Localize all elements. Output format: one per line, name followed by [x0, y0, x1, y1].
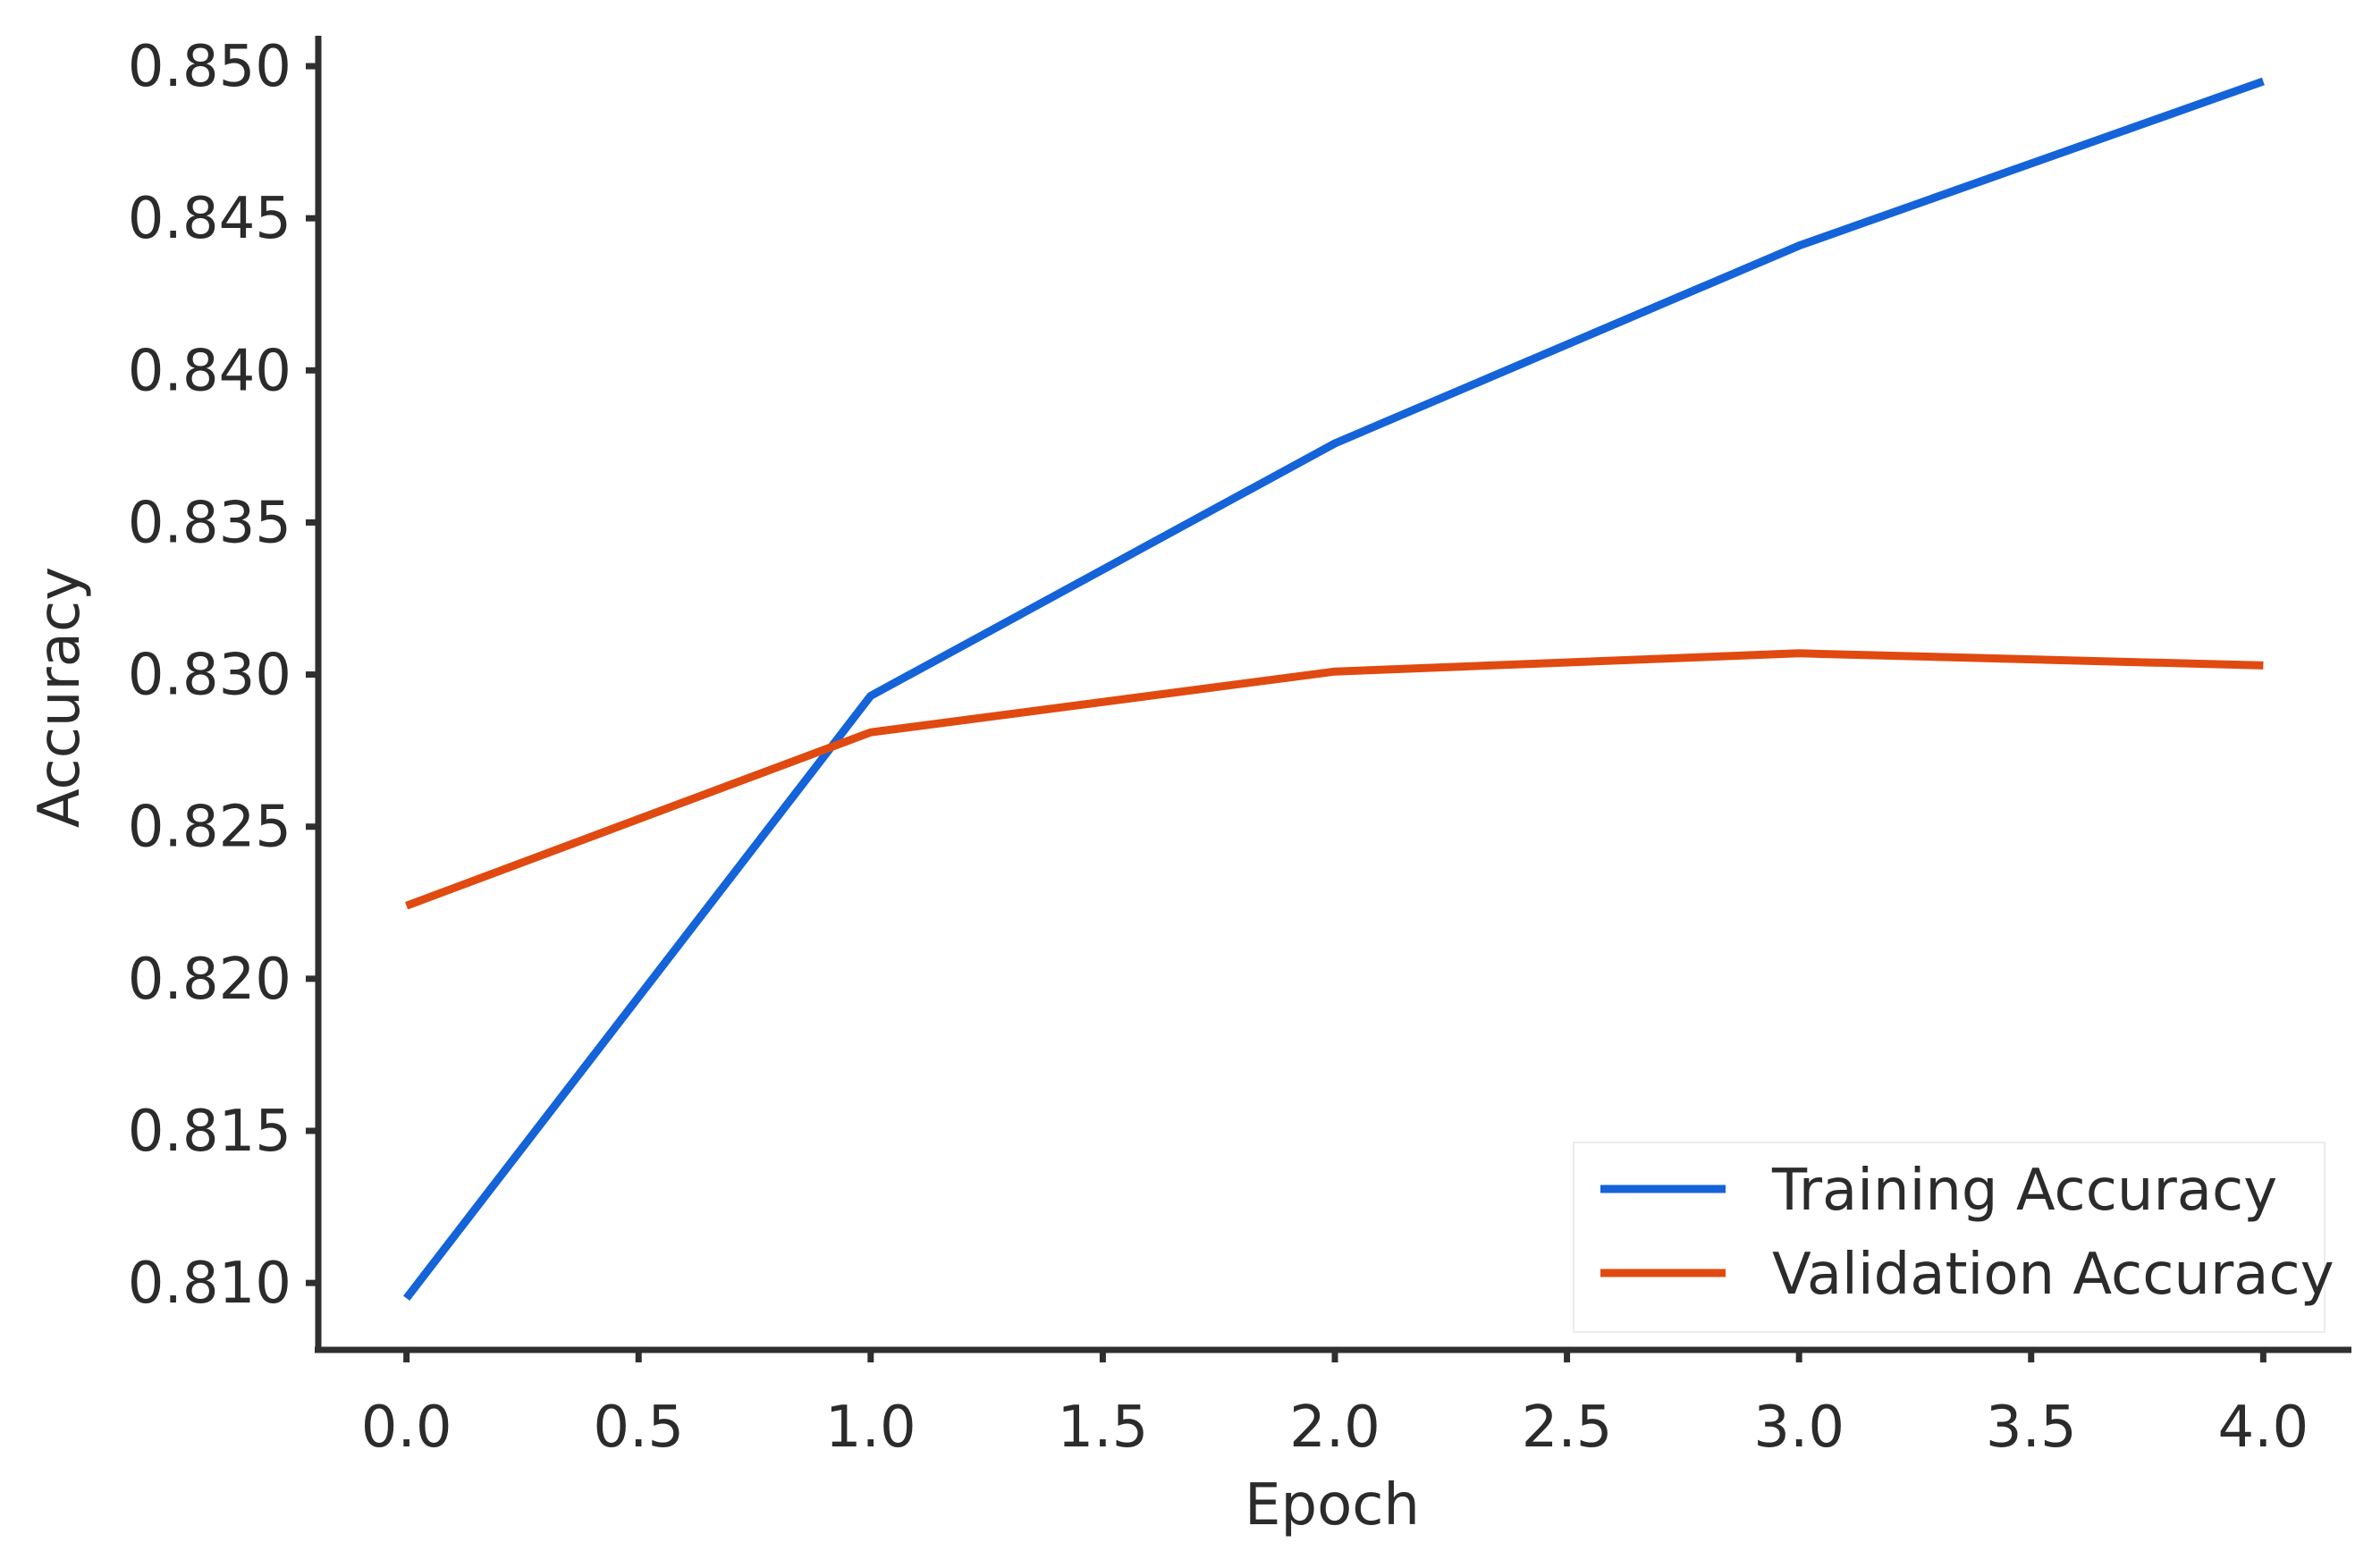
y-tick-label: 0.820 [128, 947, 291, 1013]
y-tick-label: 0.830 [128, 643, 291, 709]
legend-label-validation: Validation Accuracy [1772, 1242, 2334, 1308]
x-tick-label: 3.0 [1753, 1395, 1844, 1461]
legend: Training Accuracy Validation Accuracy [1573, 1142, 2334, 1333]
y-tick-label: 0.840 [128, 338, 291, 404]
x-tick-label: 2.0 [1289, 1395, 1380, 1461]
x-tick-label: 2.5 [1522, 1395, 1613, 1461]
y-tick-label: 0.845 [128, 186, 291, 252]
x-tick-label: 1.0 [825, 1395, 916, 1461]
x-tick-label: 0.0 [361, 1395, 452, 1461]
y-tick-label: 0.850 [128, 34, 291, 100]
x-tick-label: 1.5 [1058, 1395, 1149, 1461]
y-axis-title: Accuracy [27, 567, 93, 828]
lines-layer [403, 77, 2265, 1301]
ticks-layer: 0.810 0.815 0.820 0.825 0.830 0.835 0.840 0.845… [128, 34, 2309, 1461]
y-tick-label: 0.815 [128, 1099, 291, 1165]
x-axis-title: Epoch [1245, 1472, 1420, 1538]
series-line-training [403, 77, 2265, 1301]
legend-frame [1573, 1142, 2326, 1333]
legend-label-training: Training Accuracy [1771, 1158, 2277, 1224]
y-tick-label: 0.835 [128, 490, 291, 556]
x-tick-label: 0.5 [593, 1395, 684, 1461]
series-line-validation [405, 649, 2264, 910]
x-tick-label: 3.5 [1986, 1395, 2077, 1461]
y-tick-label: 0.825 [128, 795, 291, 861]
y-tick-label: 0.810 [128, 1251, 291, 1317]
x-tick-label: 4.0 [2217, 1395, 2309, 1461]
